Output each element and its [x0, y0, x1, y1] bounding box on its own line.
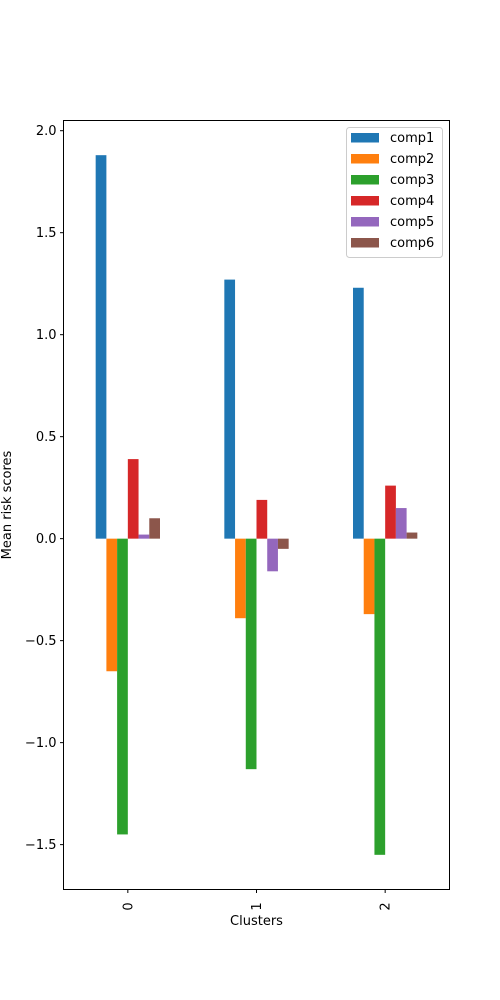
bar-comp1-cluster-0	[95, 155, 107, 539]
bar-comp6-cluster-2	[406, 532, 418, 539]
bar-comp6-cluster-1	[277, 538, 289, 549]
y-tick-label: −0.5	[25, 634, 57, 649]
legend-label-comp1: comp1	[390, 131, 434, 146]
bar-comp2-cluster-0	[106, 538, 118, 672]
legend-label-comp6: comp6	[390, 236, 434, 251]
legend-label-comp5: comp5	[390, 215, 434, 230]
bar-comp5-cluster-0	[138, 534, 150, 539]
x-tick-label: 0	[121, 902, 136, 910]
bar-comp1-cluster-2	[353, 287, 364, 539]
x-axis: 0 1 2	[121, 889, 394, 911]
bar-comp4-cluster-2	[385, 485, 396, 539]
bar-comp1-cluster-1	[224, 279, 236, 539]
x-tick-label: 2	[379, 902, 394, 910]
legend-swatch-comp5	[351, 217, 379, 227]
bar-comp4-cluster-1	[256, 499, 268, 539]
bar-comp4-cluster-0	[127, 459, 139, 539]
legend: comp1 comp2 comp3 comp4 comp5 comp6	[346, 127, 443, 258]
legend-label-comp4: comp4	[390, 194, 434, 209]
y-tick-label: 2.0	[36, 124, 57, 139]
legend-swatch-comp4	[351, 196, 379, 206]
y-axis: −1.5 −1.0 −0.5 0.0 0.5 1.0 1.5 2.0	[25, 124, 64, 853]
legend-label-comp2: comp2	[390, 152, 434, 167]
bar-comp2-cluster-2	[363, 538, 375, 615]
bars-layer	[95, 155, 418, 855]
y-axis-label: Mean risk scores	[0, 450, 15, 559]
y-tick-label: −1.0	[25, 736, 57, 751]
legend-swatch-comp3	[351, 175, 379, 185]
legend-swatch-comp1	[351, 133, 379, 143]
bar-comp3-cluster-0	[117, 538, 128, 835]
x-axis-label: Clusters	[230, 914, 283, 929]
bar-comp6-cluster-0	[149, 518, 160, 539]
bar-comp5-cluster-1	[267, 538, 278, 572]
legend-swatch-comp2	[351, 154, 379, 164]
legend-label-comp3: comp3	[390, 173, 434, 188]
y-tick-label: −1.5	[25, 838, 57, 853]
x-tick-label: 1	[250, 902, 265, 910]
y-tick-label: 0.5	[36, 430, 57, 445]
legend-swatch-comp6	[351, 238, 379, 248]
bar-comp2-cluster-1	[235, 538, 246, 619]
bar-comp5-cluster-2	[395, 508, 407, 539]
y-tick-label: 1.5	[36, 226, 57, 241]
y-tick-label: 0.0	[36, 532, 57, 547]
bar-comp3-cluster-2	[374, 538, 386, 855]
bar-comp3-cluster-1	[245, 538, 257, 770]
y-tick-label: 1.0	[36, 328, 57, 343]
